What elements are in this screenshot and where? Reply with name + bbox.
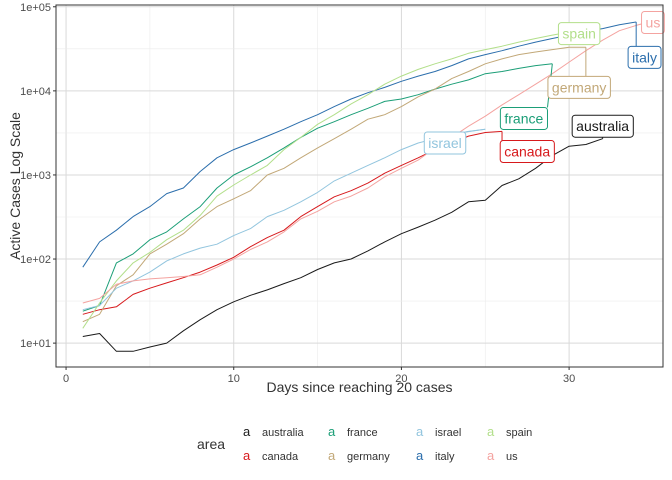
legend-label-france: france — [347, 427, 378, 439]
legend-label-us: us — [506, 451, 518, 463]
x-axis-ticks: 0 10 20 30 — [63, 367, 575, 385]
end-labels: australia canada france germany israel italy s… — [423, 11, 665, 164]
end-label-box-us — [641, 11, 665, 35]
x-tick-label: 10 — [228, 373, 240, 385]
series-line-germany — [82, 46, 586, 323]
end-label-box-australia — [571, 114, 634, 138]
legend-label-canada: canada — [262, 451, 299, 463]
end-label-box-spain — [557, 22, 601, 46]
plot-panel — [56, 5, 663, 367]
y-tick-label: 1e+05 — [20, 2, 51, 14]
legend-key-germany: a — [328, 448, 336, 463]
leader-line-israel — [465, 128, 486, 133]
series-line-spain — [82, 29, 586, 329]
end-label-box-france — [499, 106, 548, 130]
legend-key-australia: a — [243, 424, 251, 439]
x-tick-label: 30 — [563, 373, 575, 385]
plot-border — [55, 4, 664, 368]
end-label-israel: israel — [428, 135, 461, 151]
x-tick-label: 20 — [395, 373, 407, 385]
y-tick-label: 1e+04 — [20, 86, 51, 98]
end-label-australia: australia — [576, 118, 629, 134]
legend-key-italy: a — [416, 448, 424, 463]
legend-key-france: a — [328, 424, 336, 439]
series-line-australia — [82, 138, 603, 352]
end-label-germany: germany — [552, 79, 606, 95]
legend-label-israel: israel — [435, 427, 461, 439]
series-line-italy — [82, 21, 637, 268]
legend-label-australia: australia — [262, 427, 304, 439]
legend-title: area — [197, 436, 225, 452]
end-label-france: france — [504, 110, 543, 126]
legend-label-germany: germany — [347, 451, 390, 463]
end-label-us: us — [646, 15, 661, 31]
series-line-us — [82, 20, 654, 304]
end-label-box-italy — [627, 45, 662, 69]
legend-label-italy: italy — [435, 451, 455, 463]
end-label-spain: spain — [562, 26, 595, 42]
y-axis-ticks: 1e+01 1e+02 1e+03 1e+04 1e+05 — [20, 2, 56, 350]
series-line-israel — [82, 128, 486, 311]
end-label-italy: italy — [632, 49, 657, 65]
end-label-box-canada — [499, 140, 555, 164]
legend-label-spain: spain — [506, 427, 532, 439]
legend-key-israel: a — [416, 424, 424, 439]
end-label-box-germany — [547, 75, 611, 99]
legend-key-us: a — [487, 448, 495, 463]
x-axis-title: Days since reaching 20 cases — [267, 379, 453, 395]
end-label-box-israel — [423, 131, 467, 155]
y-tick-label: 1e+03 — [20, 170, 51, 182]
legend-key-spain: a — [487, 424, 495, 439]
x-tick-label: 0 — [63, 373, 69, 385]
end-label-canada: canada — [504, 144, 550, 160]
legend-key-canada: a — [243, 448, 251, 463]
y-tick-label: 1e+02 — [20, 254, 51, 266]
y-axis-title: Active Cases Log Scale — [7, 112, 23, 260]
series-lines — [82, 20, 654, 352]
y-tick-label: 1e+01 — [20, 338, 51, 350]
series-line-france — [82, 63, 553, 312]
